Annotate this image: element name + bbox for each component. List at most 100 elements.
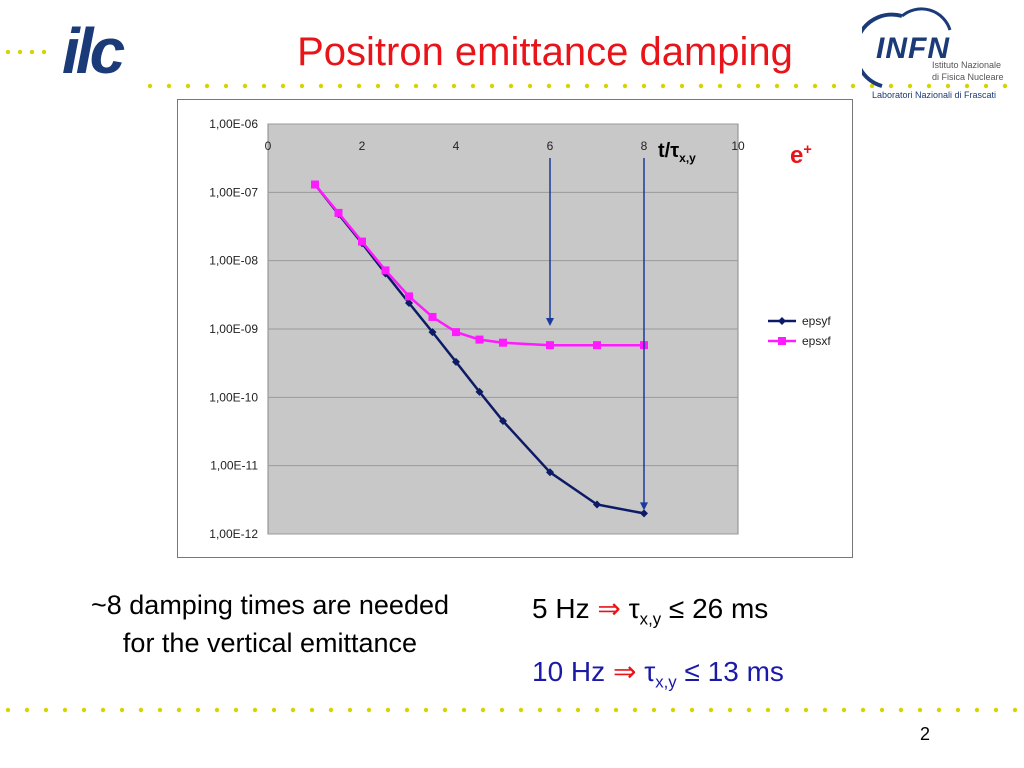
decor-dot bbox=[926, 83, 932, 89]
decor-dot bbox=[157, 707, 163, 713]
decor-dot bbox=[613, 707, 619, 713]
decor-dot bbox=[81, 707, 87, 713]
annotation-arrow-head bbox=[546, 318, 554, 326]
y-tick-label: 1,00E-06 bbox=[209, 117, 258, 131]
ilc-logo: ilc bbox=[62, 15, 125, 87]
decor-dot bbox=[24, 707, 30, 713]
slide-title: Positron emittance damping bbox=[297, 30, 793, 74]
x-tick-label: 4 bbox=[453, 139, 460, 153]
decor-dot bbox=[689, 707, 695, 713]
legend-marker-epsyf bbox=[778, 317, 786, 325]
decor-dot bbox=[537, 707, 543, 713]
decor-dot bbox=[480, 707, 486, 713]
decor-dot bbox=[556, 707, 562, 713]
data-point-epsxf bbox=[311, 180, 319, 189]
decor-dot bbox=[936, 707, 942, 713]
decor-dot bbox=[974, 707, 980, 713]
rate1-rel: ≤ bbox=[668, 593, 685, 624]
decor-dot bbox=[632, 707, 638, 713]
x-tick-label: 6 bbox=[547, 139, 554, 153]
rate1-freq: 5 Hz bbox=[532, 593, 590, 624]
decor-dot bbox=[841, 707, 847, 713]
decor-dot bbox=[879, 707, 885, 713]
decor-dot bbox=[62, 707, 68, 713]
decor-dot bbox=[185, 83, 191, 89]
rate2-value: 13 ms bbox=[707, 656, 784, 687]
rate2-freq: 10 Hz bbox=[532, 656, 606, 687]
decor-dot bbox=[252, 707, 258, 713]
decor-dot bbox=[907, 83, 913, 89]
decor-dot bbox=[328, 707, 334, 713]
data-point-epsxf bbox=[593, 341, 601, 350]
decor-dot bbox=[736, 83, 742, 89]
decor-dot bbox=[651, 707, 657, 713]
decor-dot bbox=[375, 83, 381, 89]
decor-dot bbox=[765, 707, 771, 713]
data-point-epsxf bbox=[334, 208, 343, 217]
data-point-epsxf bbox=[405, 292, 413, 301]
decor-dot bbox=[404, 707, 410, 713]
decor-dot bbox=[546, 83, 552, 89]
rate2-tau: τ bbox=[644, 656, 656, 687]
y-tick-label: 1,00E-08 bbox=[209, 254, 258, 268]
data-point-epsyf bbox=[499, 417, 507, 426]
decor-dot bbox=[641, 83, 647, 89]
decor-dot bbox=[499, 707, 505, 713]
decor-dot bbox=[337, 83, 343, 89]
decor-dot bbox=[945, 83, 951, 89]
decor-dot bbox=[214, 707, 220, 713]
x-tick-label: 10 bbox=[731, 139, 745, 153]
decor-dot bbox=[869, 83, 875, 89]
emittance-chart: 1,00E-06 1,00E-07 1,00E-08 1,00E-09 1,00E-10… bbox=[209, 117, 831, 541]
decor-dot bbox=[451, 83, 457, 89]
rate2-arrow: ⇒ bbox=[612, 656, 637, 687]
decor-dot bbox=[822, 707, 828, 713]
decor-dot bbox=[138, 707, 144, 713]
decor-dot bbox=[660, 83, 666, 89]
data-point-epsxf bbox=[428, 312, 437, 321]
y-tick-label: 1,00E-09 bbox=[209, 322, 258, 336]
decor-dot bbox=[518, 707, 524, 713]
decor-dot bbox=[394, 83, 400, 89]
data-point-epsxf bbox=[499, 338, 507, 347]
rate2-rel: ≤ bbox=[684, 656, 700, 687]
data-point-epsyf bbox=[405, 299, 413, 308]
annotation-arrow-head bbox=[640, 502, 648, 511]
decor-dot bbox=[698, 83, 704, 89]
axis-annotation-sub: x,y bbox=[679, 151, 696, 165]
data-point-epsxf bbox=[452, 328, 460, 337]
data-point-epsyf bbox=[546, 468, 554, 477]
decor-dot bbox=[385, 707, 391, 713]
decor-dot bbox=[271, 707, 277, 713]
decor-dot bbox=[470, 83, 476, 89]
decor-dot bbox=[860, 707, 866, 713]
particle-label-sup: + bbox=[803, 142, 812, 158]
data-point-epsyf bbox=[640, 509, 648, 518]
page-number: 2 bbox=[920, 724, 931, 744]
decor-dot bbox=[261, 83, 267, 89]
decor-dot bbox=[423, 707, 429, 713]
decor-dot bbox=[100, 707, 106, 713]
decor-dot bbox=[147, 83, 153, 89]
rate1-arrow: ⇒ bbox=[597, 593, 621, 624]
decor-dot bbox=[831, 83, 837, 89]
y-tick-label: 1,00E-12 bbox=[209, 527, 258, 541]
decor-dot bbox=[955, 707, 961, 713]
decor-dot bbox=[793, 83, 799, 89]
y-tick-label: 1,00E-10 bbox=[209, 390, 258, 404]
decor-dot bbox=[850, 83, 856, 89]
decor-dot bbox=[508, 83, 514, 89]
data-point-epsyf bbox=[475, 387, 484, 396]
decor-dot bbox=[584, 83, 590, 89]
particle-label: e+ bbox=[790, 142, 812, 170]
x-tick-label: 2 bbox=[359, 139, 366, 153]
data-point-epsyf bbox=[452, 357, 460, 366]
decor-dot bbox=[413, 83, 419, 89]
data-point-epsxf bbox=[475, 335, 484, 344]
decor-dot bbox=[318, 83, 324, 89]
data-point-epsxf bbox=[358, 237, 366, 246]
decor-dot bbox=[1012, 707, 1018, 713]
decor-dot bbox=[290, 707, 296, 713]
decor-dot bbox=[223, 83, 229, 89]
